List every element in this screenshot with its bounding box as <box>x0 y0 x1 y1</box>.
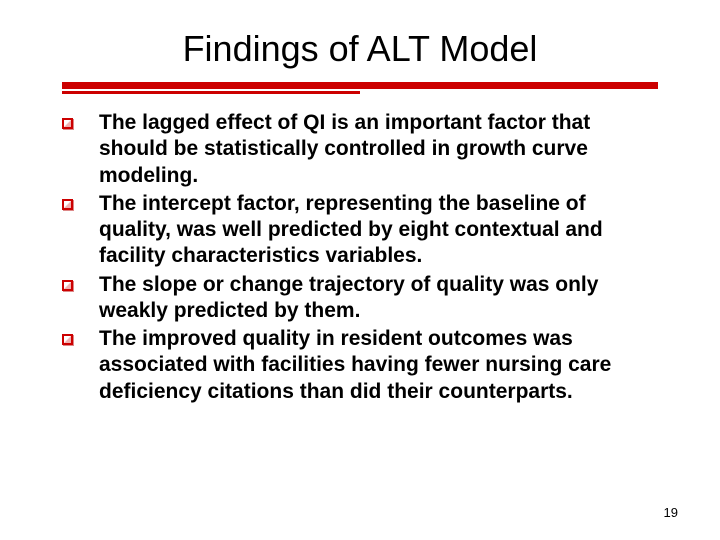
bullet-text: The intercept factor, representing the b… <box>99 191 660 270</box>
bullet-square-icon <box>62 199 73 210</box>
slide-body: The lagged effect of QI is an important … <box>0 94 720 405</box>
bullet-item: The improved quality in resident outcome… <box>62 326 660 405</box>
slide-title: Findings of ALT Model <box>0 0 720 78</box>
bullet-text: The slope or change trajectory of qualit… <box>99 272 660 325</box>
bullet-square-icon <box>62 334 73 345</box>
bullet-square-icon <box>62 280 73 291</box>
bullet-item: The intercept factor, representing the b… <box>62 191 660 270</box>
bullet-item: The slope or change trajectory of qualit… <box>62 272 660 325</box>
page-number: 19 <box>664 505 678 520</box>
bullet-text: The improved quality in resident outcome… <box>99 326 660 405</box>
bullet-text: The lagged effect of QI is an important … <box>99 110 660 189</box>
bullet-square-icon <box>62 118 73 129</box>
title-underline <box>0 82 720 94</box>
bullet-item: The lagged effect of QI is an important … <box>62 110 660 189</box>
